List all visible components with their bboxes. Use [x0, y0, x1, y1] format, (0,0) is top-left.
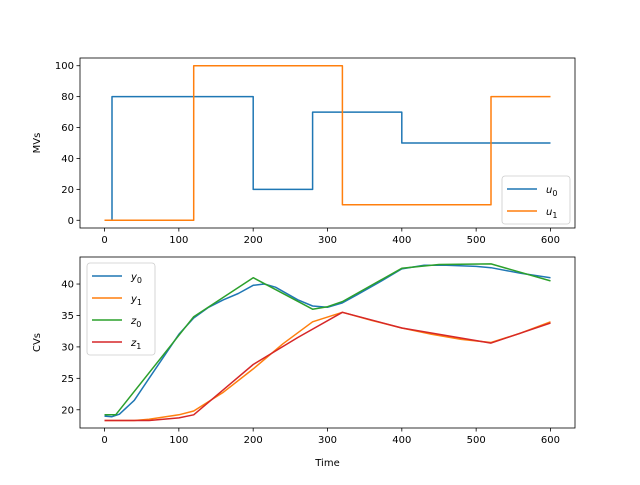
x-tick-label: 400 — [392, 435, 411, 446]
series-line-z0 — [104, 263, 551, 416]
subplot-1: 0 100 200 300 400 500 6002025303540CVsTimey0y1… — [32, 256, 576, 469]
x-tick-label: 200 — [244, 235, 263, 246]
y-tick-label: 60 — [61, 123, 74, 134]
legend-subscript: 0 — [552, 189, 557, 198]
x-tick-label: 300 — [318, 235, 337, 246]
legend-subscript: 1 — [136, 342, 141, 351]
legend-subscript: 1 — [137, 298, 142, 307]
legend: y0 y1 z0 z1 — [86, 262, 156, 356]
x-tick-label: 100 — [169, 235, 188, 246]
x-tick-label: 300 — [318, 435, 337, 446]
subplot-0: 0 100 200 300 400 500 600 0 20 40 60 80 100 MVs u0 u1 — [32, 57, 576, 246]
series-line-y1 — [104, 311, 551, 422]
y-axis-label: CVs — [32, 333, 43, 352]
legend-box — [86, 262, 156, 356]
x-axis-label: Time — [314, 458, 339, 469]
x-tick-label: 200 — [244, 435, 263, 446]
legend-label: z1 — [130, 338, 141, 351]
legend: u0 u1 — [501, 175, 571, 225]
x-tick-label: 600 — [541, 435, 560, 446]
y-tick-label: 100 — [55, 61, 74, 72]
y-tick-label: 80 — [61, 92, 74, 103]
y-tick-label: 0 — [68, 216, 74, 227]
y-tick-label: 25 — [61, 374, 74, 385]
legend-label: z0 — [130, 316, 141, 329]
x-tick-label: 400 — [392, 235, 411, 246]
series-line-u0 — [104, 95, 551, 222]
x-tick-label: 0 — [101, 235, 107, 246]
x-tick-label: 600 — [541, 235, 560, 246]
x-tick-label: 500 — [467, 235, 486, 246]
y-tick-label: 40 — [61, 280, 74, 291]
legend-label: y1 — [130, 294, 142, 307]
series-line-y0 — [104, 264, 551, 418]
y-tick-label: 20 — [61, 405, 74, 416]
series-line-z1 — [104, 311, 551, 422]
y-tick-label: 40 — [61, 154, 74, 165]
y-axis-label: MVs — [32, 133, 43, 154]
legend-box — [501, 175, 571, 225]
x-tick-label: 500 — [467, 435, 486, 446]
legend-label: u1 — [546, 207, 557, 220]
y-tick-label: 35 — [61, 311, 74, 322]
legend-label: y0 — [130, 272, 142, 285]
y-tick-label: 30 — [61, 342, 74, 353]
x-tick-label: 0 — [101, 435, 107, 446]
legend-label: u0 — [546, 185, 557, 198]
y-tick-label: 20 — [61, 185, 74, 196]
legend-subscript: 0 — [137, 276, 142, 285]
legend-subscript: 1 — [552, 211, 557, 220]
x-tick-label: 100 — [169, 435, 188, 446]
series-line-u1 — [104, 64, 551, 222]
legend-subscript: 0 — [136, 320, 141, 329]
